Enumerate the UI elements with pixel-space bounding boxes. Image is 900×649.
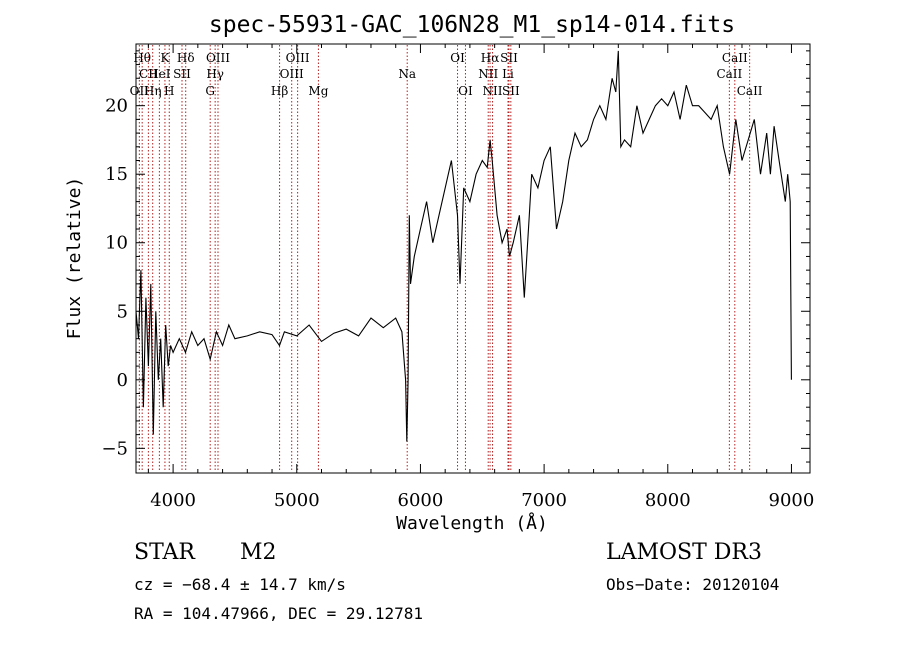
line-marker-label: Hη [144, 84, 162, 98]
line-marker-label: HeI [148, 67, 171, 81]
y-tick-label: 15 [105, 164, 128, 185]
x-axis-label: Wavelength (Å) [396, 512, 548, 534]
sky-coordinates: RA = 104.47966, DEC = 29.12781 [134, 604, 423, 623]
line-marker-label: Hγ [206, 67, 224, 81]
y-tick-label: 20 [105, 96, 128, 117]
survey-name: LAMOST DR3 [606, 540, 762, 565]
plot-frame [135, 43, 811, 474]
line-marker-label: SII [500, 51, 518, 65]
line-marker-labels: Hθ OII CII Hη HeI K H SII Hδ G Hγ OIII Hβ OIII OIII Mg N… [130, 51, 763, 98]
object-class: STAR [134, 540, 196, 565]
line-marker-label: Li [502, 67, 514, 81]
line-marker-label: CaII [716, 67, 742, 81]
redshift-velocity: cz = −68.4 ± 14.7 km/s [134, 575, 346, 594]
y-tick-label: 5 [117, 301, 128, 322]
info-panel: STAR M2 LAMOST DR3 cz = −68.4 ± 14.7 km/… [134, 540, 779, 623]
line-marker-label: OI [450, 51, 465, 65]
x-axis-ticks: 4000 5000 6000 7000 8000 9000 [147, 44, 815, 511]
y-tick-label: −5 [101, 438, 128, 459]
line-marker-label: Mg [308, 84, 328, 98]
object-subclass: M2 [240, 540, 277, 565]
line-markers [138, 45, 751, 472]
line-marker-label: Hα [481, 51, 500, 65]
chart-title: spec-55931-GAC_106N28_M1_sp14-014.fits [209, 12, 735, 38]
y-axis-label: Flux (relative) [64, 177, 85, 340]
line-marker-label: CII [139, 67, 158, 81]
x-tick-label: 8000 [645, 490, 691, 511]
line-marker-label: OIII [206, 51, 230, 65]
line-marker-label: OIII [280, 67, 304, 81]
observation-date: Obs−Date: 20120104 [606, 575, 779, 594]
x-tick-label: 9000 [769, 490, 815, 511]
line-marker-label: OI [458, 84, 473, 98]
y-tick-label: 0 [117, 370, 128, 391]
line-marker-label: SII [173, 67, 191, 81]
x-tick-label: 7000 [521, 490, 567, 511]
line-marker-label: Hθ [133, 51, 151, 65]
line-marker-label: Hβ [271, 84, 288, 98]
line-marker-label: Na [398, 67, 416, 81]
line-marker-label: OII [130, 84, 150, 98]
y-axis-ticks: −5 0 5 10 15 20 [101, 50, 810, 463]
line-marker-label: CaII [722, 51, 748, 65]
x-tick-label: 5000 [274, 490, 320, 511]
line-marker-label: K [160, 51, 170, 65]
line-marker-label: NII [478, 67, 498, 81]
line-marker-label: SII [502, 84, 520, 98]
line-marker-label: H [164, 84, 174, 98]
line-marker-label: OIII [286, 51, 310, 65]
line-marker-label: CaII [737, 84, 763, 98]
y-tick-label: 10 [105, 233, 128, 254]
spectrum-line [135, 50, 792, 442]
line-marker-label: NII [483, 84, 503, 98]
x-tick-label: 4000 [150, 490, 196, 511]
x-tick-label: 6000 [398, 490, 444, 511]
line-marker-label: Hδ [177, 51, 195, 65]
line-marker-label: G [205, 84, 215, 98]
